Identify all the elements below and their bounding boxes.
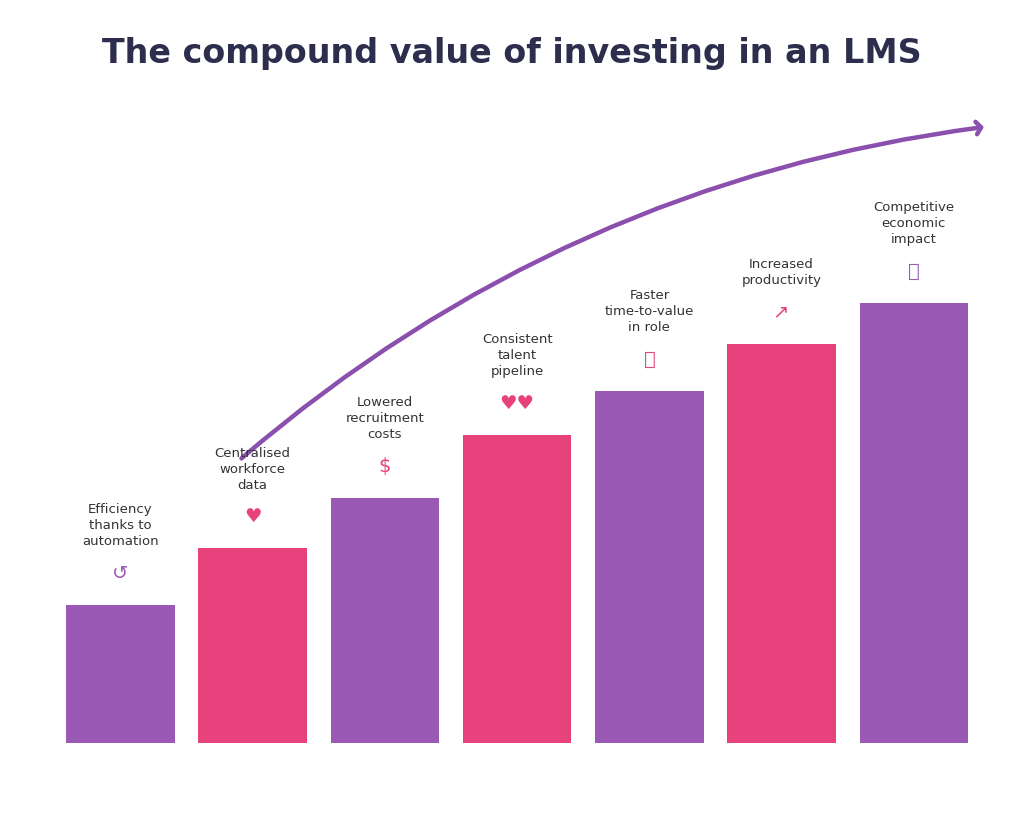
Text: Lowered
recruitment
costs: Lowered recruitment costs	[345, 396, 424, 441]
Text: Faster
time-to-value
in role: Faster time-to-value in role	[605, 289, 694, 335]
Text: Competitive
economic
impact: Competitive economic impact	[873, 202, 954, 246]
Bar	[331, 498, 439, 743]
Text: The compound value of investing in an LMS: The compound value of investing in an LM…	[102, 37, 922, 70]
Text: ⏱: ⏱	[643, 350, 655, 369]
Text: ♥: ♥	[244, 507, 261, 526]
Bar	[727, 344, 836, 743]
Text: ↗︎: ↗︎	[773, 303, 790, 322]
Text: ↺: ↺	[113, 564, 128, 583]
Bar	[860, 303, 968, 743]
Text: Increased
productivity: Increased productivity	[741, 259, 821, 287]
Bar	[463, 435, 571, 743]
Bar	[67, 605, 174, 743]
Text: 🌰 acorn: 🌰 acorn	[53, 776, 146, 800]
Bar	[595, 391, 703, 743]
Text: Consistent
talent
pipeline: Consistent talent pipeline	[482, 334, 552, 378]
Text: Efficiency
thanks to
automation: Efficiency thanks to automation	[82, 503, 159, 548]
Text: Centralised
workforce
data: Centralised workforce data	[215, 447, 291, 491]
Bar	[199, 548, 307, 743]
Text: ♥♥: ♥♥	[500, 394, 535, 413]
Text: $: $	[379, 457, 391, 476]
Text: 👍: 👍	[908, 262, 920, 281]
